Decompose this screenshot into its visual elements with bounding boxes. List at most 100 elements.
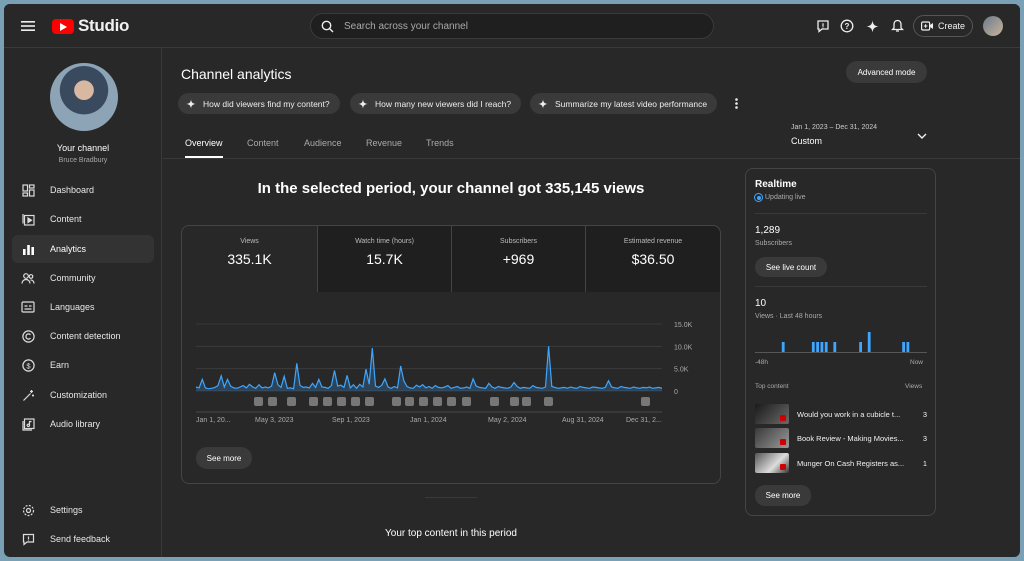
question-chip-3[interactable]: Summarize my latest video performance xyxy=(530,93,718,114)
realtime-see-more-button[interactable]: See more xyxy=(755,485,811,506)
advanced-mode-button[interactable]: Advanced mode xyxy=(846,61,927,83)
metric-views[interactable]: Views 335.1K xyxy=(182,226,317,292)
divider xyxy=(755,213,927,214)
event-marker[interactable] xyxy=(405,397,414,406)
chevron-down-icon xyxy=(917,133,927,139)
page-title: Channel analytics xyxy=(181,66,292,82)
studio-logo[interactable]: Studio xyxy=(52,16,129,36)
metric-subscribers[interactable]: Subscribers +969 xyxy=(451,226,585,292)
sidebar-item-audio-library[interactable]: Audio library xyxy=(12,410,154,438)
create-label: Create xyxy=(937,21,965,31)
sidebar-item-languages[interactable]: Languages xyxy=(12,293,154,321)
tab-trends[interactable]: Trends xyxy=(426,138,454,148)
copyright-icon xyxy=(20,328,36,344)
y-tick-label: 10.0K xyxy=(674,344,693,351)
sidebar-item-customization[interactable]: Customization xyxy=(12,381,154,409)
event-marker[interactable] xyxy=(490,397,499,406)
metric-watch-time[interactable]: Watch time (hours) 15.7K xyxy=(317,226,451,292)
event-marker[interactable] xyxy=(641,397,650,406)
realtime-bar[interactable] xyxy=(867,332,871,352)
axis-left-label: -48h xyxy=(755,359,769,366)
realtime-bar[interactable] xyxy=(811,342,815,352)
tab-content[interactable]: Content xyxy=(247,138,279,148)
search-box[interactable] xyxy=(310,13,714,39)
realtime-bar[interactable] xyxy=(816,342,819,352)
see-live-count-button[interactable]: See live count xyxy=(755,257,827,277)
logo-text: Studio xyxy=(78,16,130,35)
date-range-picker[interactable]: Jan 1, 2023 – Dec 31, 2024 Custom xyxy=(791,124,931,150)
realtime-bar[interactable] xyxy=(859,342,862,352)
event-marker[interactable] xyxy=(447,397,456,406)
sidebar-item-settings[interactable]: Settings xyxy=(12,496,154,524)
sidebar-item-analytics[interactable]: Analytics xyxy=(12,235,154,263)
channel-avatar[interactable] xyxy=(50,63,118,131)
metric-value: 335.1K xyxy=(227,251,272,267)
event-marker[interactable] xyxy=(419,397,428,406)
event-marker[interactable] xyxy=(254,397,263,406)
sidebar-item-dashboard[interactable]: Dashboard xyxy=(12,176,154,204)
views-chart[interactable]: 15.0K 10.0K 5.0K 0 Jan 1, 20... May 3, 2023 Se… xyxy=(182,314,720,434)
see-more-button[interactable]: See more xyxy=(196,447,252,469)
top-content-row[interactable]: Book Review - Making Movies... 3 xyxy=(755,428,927,448)
event-marker[interactable] xyxy=(365,397,374,406)
series-line[interactable] xyxy=(195,346,663,390)
event-marker[interactable] xyxy=(287,397,296,406)
metric-revenue[interactable]: Estimated revenue $36.50 xyxy=(585,226,720,292)
sparkle-icon[interactable] xyxy=(864,18,880,34)
active-tab-indicator xyxy=(185,156,223,158)
x-tick-label: Sep 1, 2023 xyxy=(332,417,370,424)
question-chip-1[interactable]: How did viewers find my content? xyxy=(178,93,340,114)
event-marker[interactable] xyxy=(510,397,519,406)
realtime-bar[interactable] xyxy=(781,342,785,352)
search-icon xyxy=(321,20,334,32)
bell-icon[interactable] xyxy=(889,18,905,34)
event-marker[interactable] xyxy=(433,397,442,406)
realtime-bar[interactable] xyxy=(820,342,824,352)
tabs-divider xyxy=(163,158,1020,159)
question-chip-2[interactable]: How many new viewers did I reach? xyxy=(350,93,522,114)
realtime-bars-chart[interactable] xyxy=(755,329,927,355)
sidebar-item-community[interactable]: Community xyxy=(12,264,154,292)
top-content-heading: Your top content in this period xyxy=(385,528,517,539)
sidebar-item-send-feedback[interactable]: Send feedback xyxy=(12,525,154,553)
top-content-row[interactable]: Munger On Cash Registers as... 1 xyxy=(755,453,927,473)
realtime-bar[interactable] xyxy=(902,342,905,352)
channel-title[interactable]: Your channel xyxy=(56,143,110,153)
event-marker[interactable] xyxy=(268,397,277,406)
dashboard-icon xyxy=(20,182,36,198)
account-avatar[interactable] xyxy=(983,16,1003,36)
sidebar: Your channel Bruce Bradbury Dashboard Co… xyxy=(4,48,162,557)
messages-icon[interactable] xyxy=(815,18,831,34)
create-button[interactable]: Create xyxy=(913,15,973,37)
tab-audience[interactable]: Audience xyxy=(304,138,342,148)
menu-icon[interactable] xyxy=(20,18,36,34)
sidebar-item-label: Earn xyxy=(50,360,70,370)
sidebar-item-content[interactable]: Content xyxy=(12,205,154,233)
event-marker[interactable] xyxy=(351,397,360,406)
tab-revenue[interactable]: Revenue xyxy=(366,138,403,148)
realtime-views-label: Views · Last 48 hours xyxy=(755,313,823,320)
video-thumbnail xyxy=(755,404,789,424)
realtime-bar[interactable] xyxy=(824,342,828,352)
community-icon xyxy=(20,270,36,286)
event-marker[interactable] xyxy=(392,397,401,406)
realtime-title: Realtime xyxy=(755,179,797,190)
event-marker[interactable] xyxy=(544,397,553,406)
event-marker[interactable] xyxy=(337,397,346,406)
live-status: Updating live xyxy=(754,193,805,202)
realtime-bar[interactable] xyxy=(906,342,910,352)
chip-label: Summarize my latest video performance xyxy=(555,98,708,109)
search-input[interactable] xyxy=(344,20,684,32)
more-options-icon[interactable] xyxy=(730,95,742,111)
tab-overview[interactable]: Overview xyxy=(185,138,223,148)
event-marker[interactable] xyxy=(309,397,318,406)
help-icon[interactable]: ? xyxy=(839,18,855,34)
event-marker[interactable] xyxy=(323,397,332,406)
realtime-bar[interactable] xyxy=(833,342,837,352)
top-content-row[interactable]: Would you work in a cubicle t... 3 xyxy=(755,404,927,424)
sidebar-item-content-detection[interactable]: Content detection xyxy=(12,322,154,350)
event-marker[interactable] xyxy=(462,397,471,406)
sidebar-item-earn[interactable]: $ Earn xyxy=(12,351,154,379)
event-marker[interactable] xyxy=(522,397,531,406)
video-thumbnail xyxy=(755,453,789,473)
